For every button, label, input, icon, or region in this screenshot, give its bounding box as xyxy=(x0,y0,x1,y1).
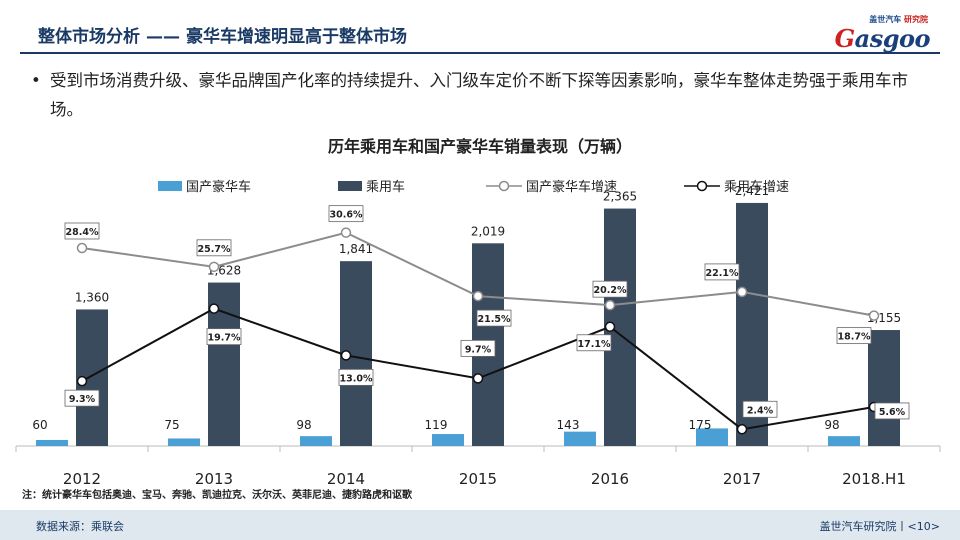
legend-label: 乘用车 xyxy=(366,179,405,195)
legend-marker xyxy=(498,180,510,192)
passenger-car-value-label: 2,365 xyxy=(603,190,637,204)
category-label: 2016 xyxy=(591,470,629,488)
category-label: 2012 xyxy=(63,470,101,488)
domestic-growth-label-box xyxy=(704,263,740,281)
legend-marker xyxy=(696,180,708,192)
passenger-growth-label-box xyxy=(576,334,612,352)
passenger-growth-label-box xyxy=(338,368,374,386)
domestic-growth-label-box xyxy=(476,309,512,327)
domestic-growth-label-box xyxy=(196,239,232,257)
domestic-growth-label: 20.2% xyxy=(594,285,627,296)
passenger-car-bar xyxy=(868,330,900,446)
passenger-growth-label: 13.0% xyxy=(340,373,373,384)
domestic-growth-point xyxy=(868,310,880,321)
domestic-growth-label: 30.6% xyxy=(330,210,363,221)
passenger-growth-label: 17.1% xyxy=(578,339,611,350)
domestic-luxury-value-label: 98 xyxy=(296,418,311,432)
domestic-growth-point xyxy=(340,227,352,238)
domestic-luxury-bar xyxy=(300,436,332,446)
legend-swatch xyxy=(338,181,362,191)
domestic-growth-label-box xyxy=(64,222,100,240)
header-divider xyxy=(20,52,940,54)
passenger-car-value-label: 2,421 xyxy=(735,184,769,198)
domestic-luxury-bar xyxy=(828,436,860,446)
domestic-growth-label: 18.7% xyxy=(838,332,871,343)
domestic-growth-label-box xyxy=(836,327,872,345)
bullet-dot: • xyxy=(31,71,41,90)
passenger-growth-label: 5.6% xyxy=(879,407,906,418)
chart-title: 历年乘用车和国产豪华车销量表现（万辆） xyxy=(327,137,632,156)
category-label: 2013 xyxy=(195,470,233,488)
domestic-growth-label: 21.5% xyxy=(478,314,511,325)
domestic-growth-label-box xyxy=(592,280,628,298)
category-label: 2018.H1 xyxy=(842,470,906,488)
passenger-growth-point xyxy=(472,373,484,384)
passenger-growth-label-box xyxy=(742,400,778,418)
domestic-luxury-value-label: 119 xyxy=(425,418,448,432)
passenger-growth-label: 19.7% xyxy=(208,333,241,344)
category-label: 2015 xyxy=(459,470,497,488)
passenger-growth-label-box xyxy=(64,389,100,407)
domestic-growth-point xyxy=(604,299,616,311)
domestic-luxury-bar xyxy=(168,438,200,446)
passenger-car-value-label: 1,360 xyxy=(75,290,109,304)
domestic-growth-label: 22.1% xyxy=(706,268,739,279)
domestic-luxury-bar xyxy=(564,431,596,446)
legend-label: 国产豪华车 xyxy=(186,179,251,195)
gasgoo-logo: 盖世汽车 研究院 Gasgoo xyxy=(834,14,931,53)
domestic-luxury-value-label: 143 xyxy=(557,418,580,432)
passenger-growth-label: 9.3% xyxy=(69,394,96,405)
domestic-growth-point xyxy=(76,242,88,254)
passenger-car-value-label: 2,019 xyxy=(471,224,505,238)
page-number: 盖世汽车研究院丨<10> xyxy=(819,520,940,533)
passenger-growth-label-box xyxy=(206,328,242,346)
domestic-growth-point xyxy=(208,261,220,273)
logo-cn: 盖世汽车 研究院 xyxy=(869,15,928,24)
category-label: 2014 xyxy=(327,470,365,488)
passenger-growth-label-box xyxy=(874,402,910,420)
domestic-luxury-bar xyxy=(696,428,728,446)
section-label: 整体市场分析 xyxy=(38,27,140,47)
chart-note: 注：统计豪华车包括奥迪、宝马、奔驰、凯迪拉克、沃尔沃、英菲尼迪、捷豹路虎和讴歌 xyxy=(22,490,412,501)
title-dash: —— xyxy=(146,27,180,47)
footer-bar: 数据来源：乘联会 盖世汽车研究院丨<10> xyxy=(0,510,960,540)
domestic-luxury-bar xyxy=(432,434,464,446)
domestic-growth-label: 25.7% xyxy=(198,244,231,255)
domestic-luxury-value-label: 75 xyxy=(164,418,179,432)
domestic-growth-point xyxy=(736,286,748,298)
passenger-growth-point xyxy=(604,321,616,333)
passenger-growth-label: 2.4% xyxy=(747,405,774,416)
bullet-text: 受到市场消费升级、豪华品牌国产化率的持续提升、入门级车定价不断下探等因素影响，豪… xyxy=(50,71,908,119)
domestic-growth-label-box xyxy=(328,205,364,223)
domestic-luxury-value-label: 175 xyxy=(689,418,712,432)
passenger-growth-label: 9.7% xyxy=(465,344,492,355)
logo-wordmark: Gasgoo xyxy=(834,24,931,53)
data-source: 数据来源：乘联会 xyxy=(36,520,124,533)
domestic-growth-point xyxy=(472,290,484,302)
domestic-growth-label: 28.4% xyxy=(66,227,99,238)
legend-swatch xyxy=(158,181,182,191)
passenger-growth-point xyxy=(208,303,220,314)
page-title: 整体市场分析 —— 豪华车增速明显高于整体市场 xyxy=(38,22,407,47)
domestic-luxury-value-label: 98 xyxy=(824,418,839,432)
passenger-growth-point xyxy=(736,424,748,435)
passenger-car-value-label: 1,841 xyxy=(339,242,373,256)
category-label: 2017 xyxy=(723,470,761,488)
domestic-luxury-bar xyxy=(36,439,68,446)
domestic-luxury-value-label: 60 xyxy=(32,418,47,432)
passenger-growth-point xyxy=(340,350,352,361)
bullet-point: • 受到市场消费升级、豪华品牌国产化率的持续提升、入门级车定价不断下探等因素影响… xyxy=(31,66,934,124)
legend-label: 国产豪华车增速 xyxy=(526,179,617,195)
passenger-growth-point xyxy=(76,375,88,387)
passenger-growth-label-box xyxy=(460,339,496,357)
legend-label: 乘用车增速 xyxy=(724,179,789,195)
title-text: 豪华车增速明显高于整体市场 xyxy=(186,27,407,47)
